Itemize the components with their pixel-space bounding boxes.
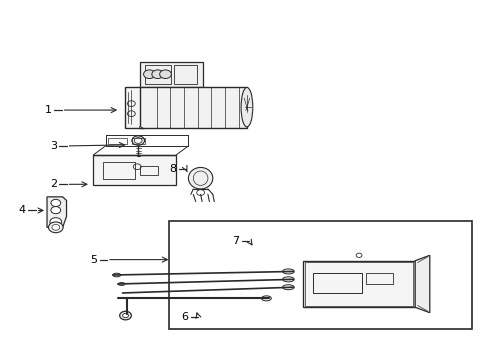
Ellipse shape	[113, 273, 121, 277]
Ellipse shape	[188, 167, 212, 189]
Bar	[103, 162, 135, 179]
Text: 8: 8	[169, 164, 176, 174]
Bar	[140, 166, 158, 175]
Text: 1: 1	[45, 105, 52, 115]
Ellipse shape	[48, 222, 63, 233]
Text: 5: 5	[90, 255, 97, 265]
Ellipse shape	[282, 269, 294, 274]
Bar	[132, 138, 144, 144]
Polygon shape	[47, 197, 66, 227]
Bar	[93, 155, 176, 185]
Polygon shape	[414, 255, 429, 313]
Bar	[108, 138, 127, 144]
Bar	[144, 65, 171, 84]
Ellipse shape	[159, 70, 171, 78]
Bar	[140, 87, 246, 128]
Text: 6: 6	[181, 312, 188, 322]
Ellipse shape	[132, 136, 144, 145]
Ellipse shape	[282, 285, 294, 290]
Text: 2: 2	[50, 179, 57, 189]
Text: 4: 4	[19, 206, 26, 216]
Text: 3: 3	[50, 141, 57, 151]
Ellipse shape	[241, 87, 252, 127]
Ellipse shape	[134, 138, 142, 143]
Ellipse shape	[261, 296, 271, 301]
Bar	[140, 62, 203, 87]
Bar	[312, 273, 361, 293]
Bar	[125, 87, 143, 128]
Ellipse shape	[50, 218, 61, 226]
Ellipse shape	[51, 199, 61, 207]
Text: 7: 7	[232, 236, 239, 246]
Bar	[168, 221, 471, 329]
Ellipse shape	[52, 225, 60, 230]
Ellipse shape	[122, 314, 128, 318]
Ellipse shape	[282, 277, 294, 282]
Polygon shape	[140, 126, 143, 128]
Ellipse shape	[143, 70, 155, 78]
Bar	[305, 262, 412, 306]
Ellipse shape	[152, 70, 163, 78]
Bar	[173, 65, 197, 84]
Bar	[366, 273, 392, 284]
Ellipse shape	[120, 311, 131, 320]
Bar	[303, 261, 414, 307]
Ellipse shape	[51, 207, 61, 214]
Ellipse shape	[196, 190, 204, 195]
